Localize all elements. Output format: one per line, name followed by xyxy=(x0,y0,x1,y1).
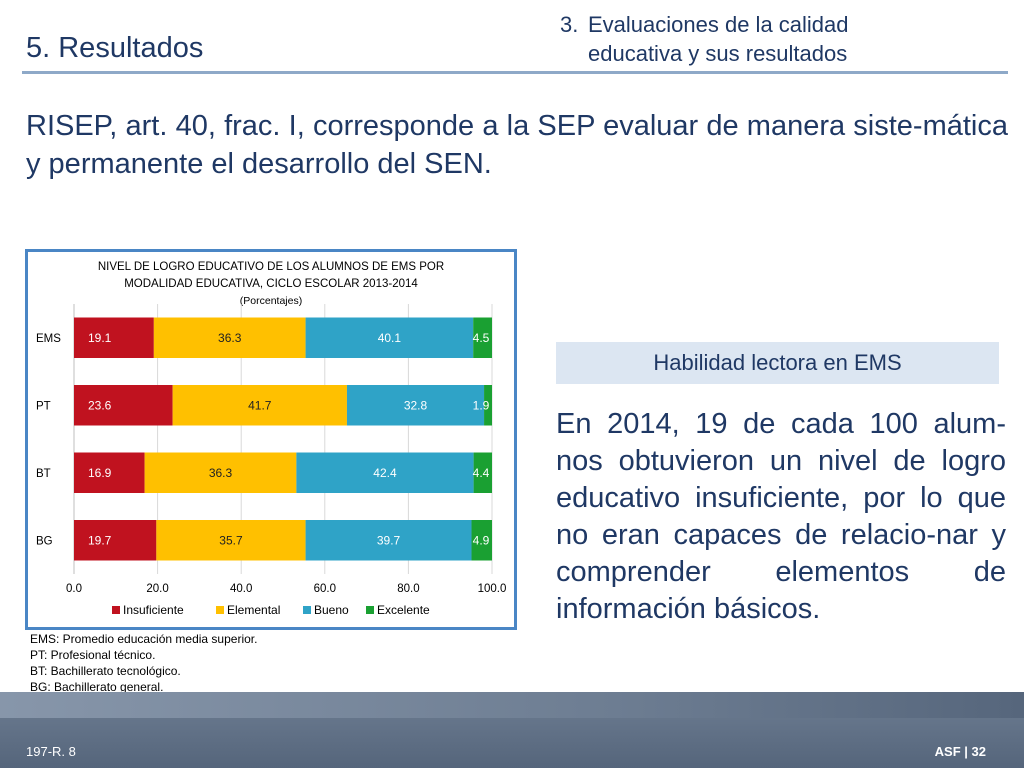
bar-pt-insuficiente xyxy=(74,385,173,426)
category-label-ems: EMS xyxy=(36,333,61,345)
bar-bg-excelente xyxy=(471,520,492,561)
legend-label-elemental: Elemental xyxy=(227,603,280,617)
bar-ems-excelente xyxy=(473,317,492,358)
side-heading: Habilidad lectora en EMS xyxy=(556,342,999,384)
legend-swatch-excelente xyxy=(366,606,374,614)
category-labels: EMS PT BT BG xyxy=(36,333,61,548)
chart-subtitle: (Porcentajes) xyxy=(240,295,302,307)
x-tick-label: 20.0 xyxy=(146,583,168,595)
bar-pt-elemental xyxy=(172,385,347,426)
data-label-bt-excelente: 4.4 xyxy=(473,466,490,480)
note-bg: BG: Bachillerato general. xyxy=(30,680,164,694)
category-label-bt: BT xyxy=(36,468,51,480)
data-label-bg-elemental: 35.7 xyxy=(219,533,243,547)
data-label-ems-excelente: 4.5 xyxy=(473,331,490,345)
header-divider xyxy=(22,71,1008,74)
x-tick-label: 100.0 xyxy=(478,583,507,595)
stacked-bar-chart: NIVEL DE LOGRO EDUCATIVO DE LOS ALUMNOS … xyxy=(36,261,506,617)
bar-bg-insuficiente xyxy=(74,520,157,561)
note-ems: EMS: Promedio educación media superior. xyxy=(30,632,258,646)
legend-swatch-bueno xyxy=(303,606,311,614)
legend-swatch-elemental xyxy=(216,606,224,614)
footer-slide-code: 197-R. 8 xyxy=(26,744,76,759)
category-label-bg: BG xyxy=(36,535,53,547)
footer-highlight xyxy=(0,692,1024,718)
bar-bt-bueno xyxy=(296,452,474,493)
data-label-ems-elemental: 36.3 xyxy=(218,331,242,345)
bar-bt-insuficiente xyxy=(74,452,145,493)
legend-label-bueno: Bueno xyxy=(314,603,349,617)
bars: 19.1 36.3 40.1 4.5 23.6 41.7 32.8 1.9 16.9 36.3 42… xyxy=(74,317,492,561)
side-paragraph: En 2014, 19 de cada 100 alum-nos obtuvie… xyxy=(556,408,1006,625)
x-tick-label: 60.0 xyxy=(314,583,336,595)
topic-line-2: educativa y sus resultados xyxy=(588,41,848,66)
data-label-pt-excelente: 1.9 xyxy=(473,398,490,412)
bar-bg-elemental xyxy=(156,520,306,561)
bar-bt-elemental xyxy=(144,452,297,493)
x-tick-label: 0.0 xyxy=(66,583,82,595)
note-pt: PT: Profesional técnico. xyxy=(30,648,156,662)
data-label-pt-bueno: 32.8 xyxy=(404,398,428,412)
data-label-pt-insuficiente: 23.6 xyxy=(88,398,112,412)
legend-label-excelente: Excelente xyxy=(377,603,430,617)
bar-ems-bueno xyxy=(305,317,474,358)
x-tick-label: 80.0 xyxy=(397,583,419,595)
note-bt: BT: Bachillerato tecnológico. xyxy=(30,664,181,678)
data-label-bg-excelente: 4.9 xyxy=(473,533,490,547)
bar-pt-bueno xyxy=(346,385,485,426)
data-label-bt-insuficiente: 16.9 xyxy=(88,466,112,480)
x-tick-label: 40.0 xyxy=(230,583,252,595)
x-tick-labels: 0.0 20.0 40.0 60.0 80.0 100.0 xyxy=(66,583,506,595)
lead-paragraph: RISEP, art. 40, frac. I, corresponde a l… xyxy=(26,110,1008,180)
footer-page-number: ASF | 32 xyxy=(934,744,986,759)
bar-bt-excelente xyxy=(473,452,492,493)
data-label-bt-bueno: 42.4 xyxy=(373,466,397,480)
data-label-bg-bueno: 39.7 xyxy=(377,533,401,547)
data-label-pt-elemental: 41.7 xyxy=(248,398,272,412)
topic-number: 3. xyxy=(560,12,579,37)
footer-band xyxy=(0,692,1024,768)
chart-title-line-2: MODALIDAD EDUCATIVA, CICLO ESCOLAR 2013-… xyxy=(124,278,418,290)
data-label-bt-elemental: 36.3 xyxy=(209,466,233,480)
abbreviation-notes: EMS: Promedio educación media superior. … xyxy=(30,631,257,695)
category-label-pt: PT xyxy=(36,400,51,412)
topic-heading: 3. Evaluaciones de la calidad educativa y… xyxy=(560,10,849,68)
section-title: 5. Resultados xyxy=(26,32,204,64)
data-label-ems-insuficiente: 19.1 xyxy=(88,331,112,345)
bar-pt-excelente xyxy=(484,385,492,426)
chart-frame: NIVEL DE LOGRO EDUCATIVO DE LOS ALUMNOS … xyxy=(25,249,517,630)
chart-title-line-1: NIVEL DE LOGRO EDUCATIVO DE LOS ALUMNOS … xyxy=(98,261,444,273)
legend-swatch-insuficiente xyxy=(112,606,120,614)
legend: Insuficiente Elemental Bueno Excelente xyxy=(112,603,430,617)
topic-text-1: Evaluaciones de la calidad xyxy=(588,12,849,37)
bar-ems-elemental xyxy=(153,317,306,358)
bar-ems-insuficiente xyxy=(74,317,154,358)
bar-bg-bueno xyxy=(305,520,472,561)
data-label-ems-bueno: 40.1 xyxy=(378,331,402,345)
legend-label-insuficiente: Insuficiente xyxy=(123,603,184,617)
data-label-bg-insuficiente: 19.7 xyxy=(88,533,112,547)
topic-line-1: 3. Evaluaciones de la calidad xyxy=(560,10,849,39)
